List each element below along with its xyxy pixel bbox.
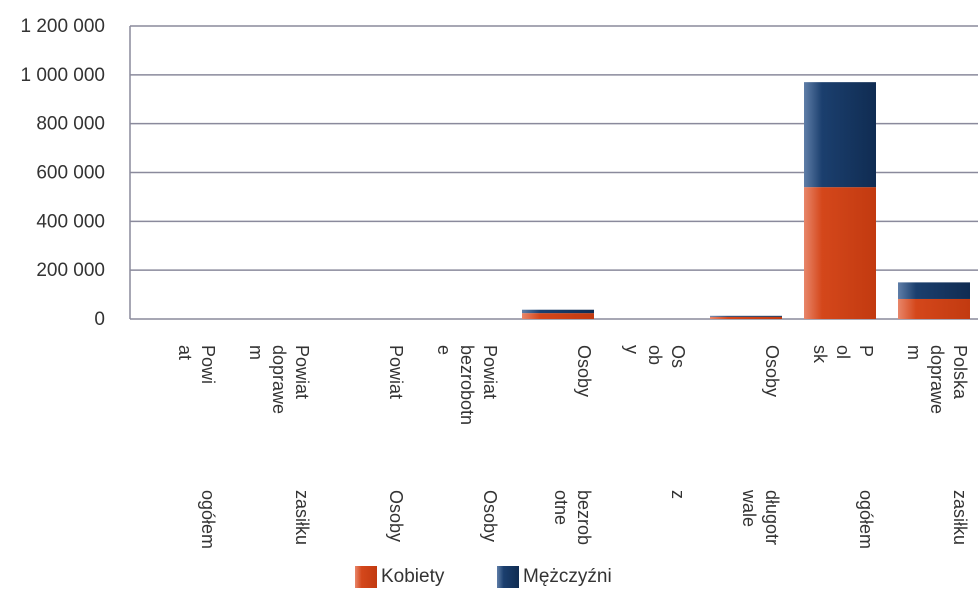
legend: Kobiety Mężczyźni <box>0 566 978 592</box>
category-label-line: Osoby <box>574 345 594 397</box>
legend-swatch-mezczyzni <box>497 566 519 588</box>
category-label-line: Powiat <box>386 345 406 399</box>
category-label-line: m <box>904 345 924 360</box>
y-tick-label: 1 200 000 <box>20 16 105 37</box>
bar-kobiety <box>898 298 970 319</box>
category-label-line: sk <box>810 345 830 364</box>
category-label-line: Osoby <box>762 345 782 397</box>
legend-item-kobiety: Kobiety <box>355 566 444 588</box>
bar-kobiety <box>804 187 876 319</box>
bar-mezczyzni <box>804 82 876 188</box>
category-label-line: Powiat <box>292 345 312 399</box>
y-tick-label: 1 000 000 <box>20 65 105 86</box>
legend-label-kobiety: Kobiety <box>381 566 445 587</box>
y-tick-label: 800 000 <box>36 114 105 135</box>
category-label-line: e <box>434 345 454 355</box>
category-label-line: at <box>175 345 195 360</box>
legend-item-mezczyzni: Mężczyźni <box>497 566 612 588</box>
category-label-line: ogółem <box>856 490 876 549</box>
category-label: Powiat ogółem <box>175 345 218 549</box>
legend-swatch-kobiety <box>355 566 377 588</box>
legend-label-mezczyzni: Mężczyźni <box>523 566 612 587</box>
category-label-line: Powiat <box>480 345 500 399</box>
category-label-line: Os <box>668 345 688 368</box>
bar-mezczyzni <box>898 282 970 299</box>
bar-mezczyzni <box>522 309 594 314</box>
category-label-line: z <box>668 490 688 499</box>
category-label-line: zasiłku <box>292 490 312 545</box>
category-label: Polsk ogółem <box>810 345 876 549</box>
category-label-line: otne <box>551 490 571 525</box>
category-label-line: Osoby <box>386 490 406 542</box>
category-label-line: doprawe <box>927 345 947 414</box>
category-label-line: bezrob <box>574 490 594 545</box>
category-label-line: ogółem <box>198 490 218 549</box>
category-label-line: ob <box>645 345 665 365</box>
category-label-line: długotr <box>762 490 782 545</box>
bar-kobiety <box>522 313 594 319</box>
y-tick-label: 0 <box>94 309 105 330</box>
y-tick-label: 600 000 <box>36 163 105 184</box>
category-label-line: zasiłku <box>950 490 970 545</box>
category-label-line: ol <box>833 345 853 359</box>
category-label-line: bezrobotn <box>457 345 477 425</box>
category-label-line: Polska <box>950 345 970 400</box>
category-label-line: m <box>246 345 266 360</box>
y-tick-label: 400 000 <box>36 211 105 232</box>
category-label-line: P <box>856 345 876 357</box>
bar-mezczyzni <box>710 315 782 317</box>
category-label-line: wale <box>739 489 759 527</box>
category-label-line: doprawe <box>269 345 289 414</box>
bar-kobiety <box>710 316 782 319</box>
category-label-line: Powi <box>198 345 218 384</box>
category-label-line: y <box>622 345 642 354</box>
category-label: Osoby z <box>622 345 688 499</box>
category-label-line: Osoby <box>480 490 500 542</box>
category-label: Powiat Osoby <box>386 345 406 542</box>
y-tick-label: 200 000 <box>36 260 105 281</box>
